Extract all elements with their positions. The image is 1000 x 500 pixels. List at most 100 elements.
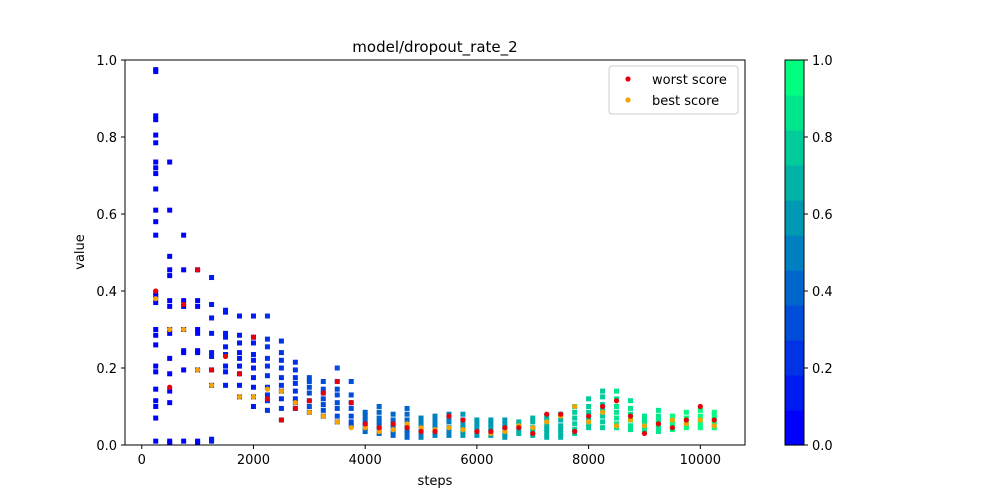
trial-point xyxy=(250,313,256,319)
best-score-point xyxy=(711,423,717,429)
best-score-point xyxy=(446,425,452,431)
trial-point xyxy=(697,425,703,431)
trial-point xyxy=(502,434,508,440)
trial-point xyxy=(278,382,284,388)
colorbar-frame xyxy=(784,59,805,446)
trial-point xyxy=(614,404,620,409)
trial-point xyxy=(586,409,592,415)
trial-point xyxy=(250,357,256,363)
worst-score-point xyxy=(362,421,368,427)
trial-point xyxy=(530,415,536,421)
trial-point xyxy=(376,415,382,421)
worst-score-point xyxy=(153,288,159,294)
trial-point xyxy=(627,423,633,429)
trial-point xyxy=(237,363,243,369)
trial-point xyxy=(627,405,633,411)
trial-point xyxy=(306,404,312,409)
trial-point xyxy=(558,430,564,436)
y-tick-label: 0.0 xyxy=(96,439,117,454)
worst-score-point xyxy=(306,398,312,404)
trial-point xyxy=(223,309,229,315)
trial-point xyxy=(181,298,187,304)
trial-point xyxy=(432,417,438,423)
worst-score-point xyxy=(516,425,522,431)
trial-point xyxy=(558,427,564,433)
worst-score-point xyxy=(558,411,564,417)
trial-point xyxy=(600,413,606,419)
trial-point xyxy=(320,386,326,392)
trial-point xyxy=(250,384,256,390)
trial-point xyxy=(488,425,494,431)
worst-score-point xyxy=(627,413,634,419)
trial-point xyxy=(153,113,159,119)
trial-point xyxy=(655,407,661,413)
best-score-point xyxy=(586,419,592,425)
trial-point xyxy=(209,301,215,307)
trial-point xyxy=(223,369,229,375)
trial-point xyxy=(432,421,438,427)
trial-point xyxy=(348,413,354,419)
worst-score-point xyxy=(418,428,424,435)
trial-point xyxy=(250,340,256,346)
best-score-point xyxy=(530,425,536,431)
trial-point xyxy=(362,429,368,435)
trial-point xyxy=(223,382,229,388)
trial-point xyxy=(474,432,480,438)
trial-point xyxy=(181,367,187,373)
trial-point xyxy=(334,386,340,392)
trial-point xyxy=(153,132,159,138)
trial-point xyxy=(153,404,159,409)
trial-point xyxy=(209,350,215,356)
trial-point xyxy=(250,352,256,358)
colorbar-segment xyxy=(785,130,804,166)
trial-point xyxy=(488,417,494,423)
trial-point xyxy=(292,388,298,394)
worst-score-point xyxy=(264,396,271,402)
trial-point xyxy=(181,438,187,444)
best-score-point xyxy=(278,388,284,394)
trial-point xyxy=(153,332,159,338)
trial-point xyxy=(320,396,326,402)
colorbar-tick-label: 0.6 xyxy=(812,208,833,223)
trial-point xyxy=(195,330,201,336)
trial-point xyxy=(306,375,312,381)
trial-point xyxy=(292,375,298,381)
trial-point xyxy=(292,359,298,365)
trial-point xyxy=(627,398,633,404)
trial-point xyxy=(167,330,173,336)
trial-point xyxy=(474,425,480,431)
trial-point xyxy=(600,425,606,431)
trial-point xyxy=(250,365,256,371)
trial-point xyxy=(669,413,675,419)
trial-point xyxy=(195,327,201,332)
trial-point xyxy=(237,350,243,356)
best-score-point xyxy=(195,367,201,373)
trial-point xyxy=(488,421,494,427)
trial-point xyxy=(390,417,396,423)
trial-point xyxy=(153,398,159,404)
trial-point xyxy=(600,388,606,394)
best-score-point xyxy=(334,419,340,425)
worst-score-point xyxy=(222,353,229,360)
trial-point xyxy=(195,298,201,304)
trial-point xyxy=(586,404,592,409)
trial-point xyxy=(697,407,703,413)
trial-point xyxy=(167,303,173,309)
best-score-point xyxy=(697,417,703,423)
trial-point xyxy=(711,409,717,415)
scatter-points xyxy=(153,67,717,445)
trial-point xyxy=(264,344,270,350)
y-tick-label: 0.8 xyxy=(96,131,117,146)
trial-point xyxy=(376,409,382,415)
trial-point xyxy=(558,423,564,429)
trial-point xyxy=(237,332,243,338)
trial-point xyxy=(153,415,159,421)
trial-point xyxy=(292,396,298,402)
worst-score-point xyxy=(711,417,717,423)
trial-point xyxy=(348,419,354,425)
trial-point xyxy=(278,405,284,411)
trial-point xyxy=(209,275,215,281)
trial-point xyxy=(627,427,633,433)
colorbar-tick-label: 0.2 xyxy=(812,362,833,377)
